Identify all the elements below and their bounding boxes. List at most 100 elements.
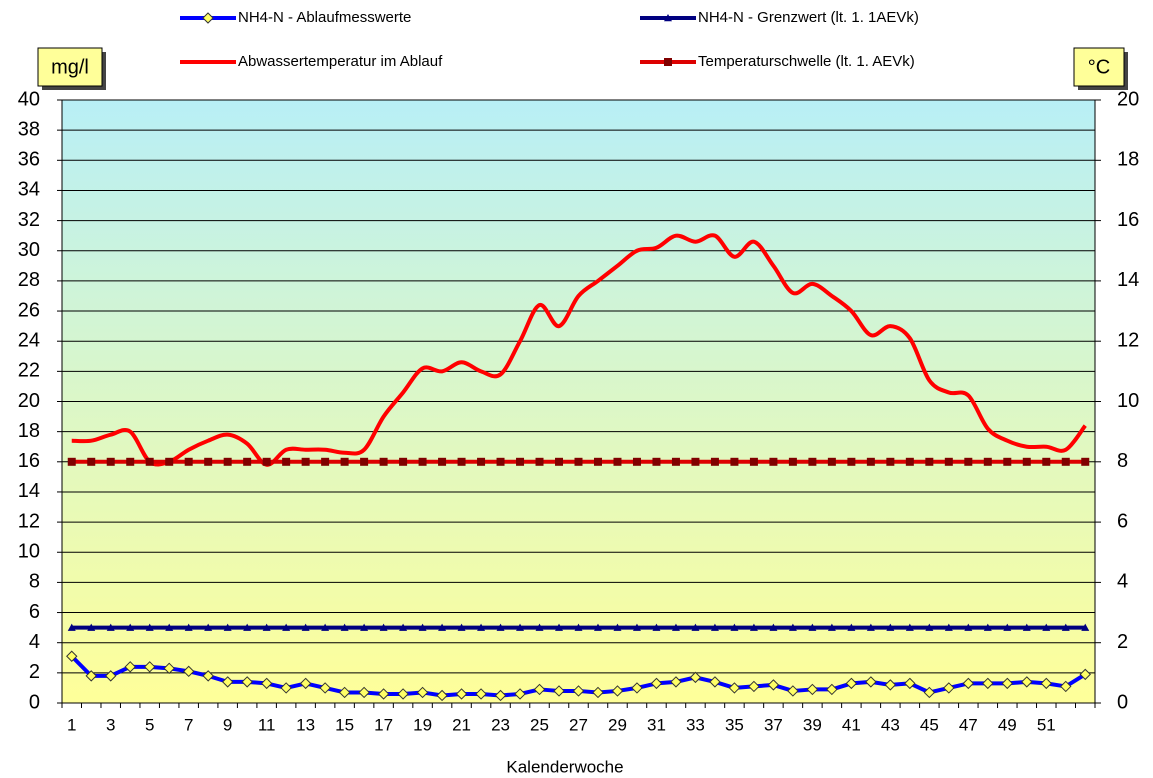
marker [555, 623, 564, 631]
marker [866, 623, 875, 631]
marker [124, 661, 136, 673]
marker [574, 623, 583, 631]
marker [379, 623, 388, 631]
y-tick-label: 4 [29, 631, 40, 653]
marker [652, 623, 661, 631]
marker [496, 623, 505, 631]
x-tick-label: 41 [842, 715, 861, 734]
marker [847, 457, 856, 466]
marker [477, 623, 486, 631]
marker [787, 685, 799, 697]
marker [223, 623, 232, 631]
y-tick-label: 40 [18, 88, 40, 110]
marker [241, 676, 253, 688]
x-tick-label: 31 [647, 715, 666, 734]
series-line [71, 233, 1087, 467]
x-tick-label: 45 [920, 715, 939, 734]
marker [1061, 623, 1070, 631]
unit-box [1073, 47, 1125, 87]
marker [358, 686, 370, 699]
x-tick-label: 11 [258, 715, 276, 734]
marker [923, 686, 936, 699]
marker [438, 623, 447, 631]
marker [418, 457, 427, 466]
marker [650, 677, 663, 690]
marker [710, 457, 719, 466]
marker [769, 623, 778, 631]
marker [925, 457, 934, 466]
marker [632, 623, 641, 631]
marker [475, 688, 487, 700]
marker [223, 457, 232, 466]
marker [905, 623, 914, 631]
marker [652, 457, 661, 466]
marker [826, 683, 838, 696]
marker [204, 457, 213, 466]
y-tick-label: 2 [29, 661, 40, 683]
marker [202, 12, 214, 24]
marker [866, 457, 875, 466]
marker [416, 686, 429, 699]
marker [87, 457, 96, 466]
marker [1040, 677, 1052, 690]
x-axis-label: Kalenderwoche [506, 757, 623, 776]
marker [730, 457, 739, 466]
marker [886, 623, 895, 631]
marker [886, 457, 895, 466]
marker [321, 623, 330, 631]
y-tick-label: 30 [18, 239, 40, 261]
x-tick-label: 23 [491, 715, 510, 734]
marker [182, 665, 195, 678]
marker [671, 623, 680, 631]
marker [516, 457, 525, 466]
marker [514, 688, 526, 700]
marker [457, 623, 466, 631]
marker [845, 677, 858, 690]
y2-tick-label: 4 [1117, 571, 1128, 593]
marker [788, 457, 797, 466]
x-tick-label: 27 [569, 715, 588, 734]
y-tick-label: 36 [18, 149, 40, 171]
marker [496, 457, 505, 466]
marker [418, 623, 427, 631]
marker [964, 623, 973, 631]
y2-tick-label: 14 [1117, 269, 1139, 291]
legend-label: NH4-N - Ablaufmesswerte [238, 9, 411, 26]
marker [1061, 457, 1070, 466]
marker [769, 457, 778, 466]
marker [664, 58, 672, 66]
marker [202, 670, 214, 682]
y-tick-label: 16 [18, 450, 40, 472]
marker [280, 682, 292, 694]
marker [730, 623, 739, 631]
marker [728, 682, 741, 694]
y-tick-label: 28 [18, 269, 40, 291]
y-tick-label: 34 [18, 179, 40, 201]
x-tick-label: 19 [413, 715, 432, 734]
x-tick-label: 35 [725, 715, 744, 734]
legend-label: Abwassertemperatur im Ablauf [238, 53, 443, 70]
marker [962, 677, 975, 690]
marker [516, 623, 525, 631]
marker [243, 623, 252, 631]
y2-tick-label: 18 [1117, 149, 1139, 171]
marker [574, 457, 583, 466]
marker [67, 457, 76, 466]
marker [671, 457, 680, 466]
marker [808, 623, 817, 631]
y2-unit: °C [1088, 56, 1110, 78]
marker [1001, 677, 1013, 690]
marker [436, 689, 448, 702]
x-tick-label: 9 [223, 715, 232, 734]
x-tick-label: 5 [145, 715, 154, 734]
marker [1022, 457, 1031, 466]
marker [184, 623, 193, 631]
marker [184, 457, 193, 466]
marker [319, 682, 331, 694]
x-tick-label: 51 [1037, 715, 1056, 734]
marker [808, 457, 817, 466]
marker [301, 623, 310, 631]
marker [572, 685, 585, 697]
y-tick-label: 26 [18, 299, 40, 321]
y2-tick-label: 16 [1117, 209, 1139, 231]
